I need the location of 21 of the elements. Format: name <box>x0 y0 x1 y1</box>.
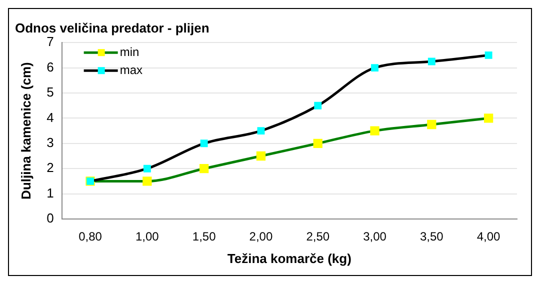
x-tick-label: 3,50 <box>420 230 444 244</box>
y-tick-label: 0 <box>46 210 54 226</box>
y-tick-label: 2 <box>46 160 54 176</box>
y-tick-label: 5 <box>46 84 54 100</box>
y-tick-label: 3 <box>46 134 54 150</box>
y-axis-title: Duljina kamenice (cm) <box>18 62 34 200</box>
y-tick-label: 1 <box>46 185 54 200</box>
y-tick-label: 7 <box>46 34 54 50</box>
legend-label: min <box>120 44 140 59</box>
legend-label: max <box>120 62 142 77</box>
x-tick-label: 2,50 <box>306 230 330 244</box>
x-tick-label: 2,00 <box>249 230 273 244</box>
x-axis-title: Težina komarče (kg) <box>227 250 352 266</box>
x-tick-label: 4,00 <box>476 230 501 244</box>
x-tick-label: 1,00 <box>135 230 160 244</box>
chart-title: Odnos veličina predator - plijen <box>15 20 210 36</box>
x-tick-label: 3,00 <box>363 230 387 244</box>
y-tick-label: 4 <box>46 110 54 125</box>
x-tick-label: 1,50 <box>192 230 216 244</box>
x-tick-label: 0,80 <box>78 230 102 244</box>
y-tick-label: 6 <box>46 59 54 74</box>
